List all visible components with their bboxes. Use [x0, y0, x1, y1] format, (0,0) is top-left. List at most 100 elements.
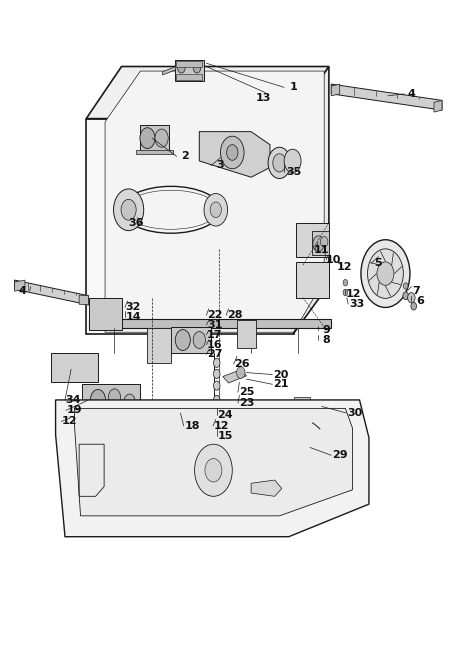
Polygon shape [15, 280, 89, 305]
Circle shape [210, 202, 221, 218]
Polygon shape [147, 328, 171, 363]
Text: 35: 35 [286, 167, 301, 177]
Text: 7: 7 [412, 286, 420, 296]
Polygon shape [293, 67, 329, 334]
Text: 12: 12 [346, 290, 362, 300]
Circle shape [121, 199, 136, 220]
Circle shape [193, 63, 201, 73]
Text: 9: 9 [323, 325, 330, 336]
Polygon shape [89, 319, 331, 328]
Circle shape [91, 390, 106, 410]
Circle shape [320, 237, 328, 247]
Circle shape [343, 279, 348, 286]
Text: 8: 8 [323, 335, 330, 345]
Polygon shape [105, 71, 324, 332]
Text: 12: 12 [214, 421, 229, 431]
Text: 11: 11 [314, 245, 329, 255]
Circle shape [213, 358, 220, 368]
Circle shape [213, 370, 220, 379]
Circle shape [213, 381, 220, 390]
Text: 10: 10 [326, 255, 341, 265]
Circle shape [82, 419, 88, 427]
Circle shape [403, 292, 409, 300]
Text: 16: 16 [207, 339, 223, 350]
Bar [176, 75, 201, 80]
Circle shape [361, 240, 410, 307]
Polygon shape [82, 385, 140, 413]
Text: 28: 28 [227, 310, 242, 320]
Circle shape [134, 400, 144, 413]
Circle shape [140, 128, 155, 148]
Text: 22: 22 [207, 310, 223, 320]
Text: 32: 32 [126, 302, 141, 313]
Polygon shape [15, 280, 25, 291]
Circle shape [237, 367, 245, 379]
Polygon shape [223, 370, 246, 383]
Text: 2: 2 [181, 151, 189, 162]
Text: 24: 24 [218, 410, 233, 420]
Text: 13: 13 [255, 93, 271, 103]
Polygon shape [237, 320, 256, 348]
Circle shape [313, 236, 324, 251]
Circle shape [155, 129, 168, 147]
Circle shape [213, 408, 220, 417]
Circle shape [213, 420, 220, 429]
Bar [176, 61, 201, 67]
Polygon shape [89, 298, 121, 330]
Circle shape [124, 394, 135, 409]
Polygon shape [292, 444, 316, 451]
Polygon shape [105, 320, 284, 327]
Text: 6: 6 [416, 296, 424, 306]
Circle shape [114, 189, 144, 231]
Polygon shape [140, 125, 169, 151]
Text: 25: 25 [239, 387, 254, 397]
Text: 14: 14 [126, 312, 141, 322]
Text: 4: 4 [18, 286, 27, 296]
Circle shape [109, 389, 120, 405]
Polygon shape [293, 398, 310, 406]
Polygon shape [312, 231, 329, 255]
Circle shape [204, 194, 228, 226]
Text: 21: 21 [273, 379, 289, 389]
Circle shape [377, 262, 394, 285]
Circle shape [268, 147, 291, 179]
Polygon shape [55, 400, 369, 537]
Text: 17: 17 [207, 330, 223, 340]
Text: 26: 26 [234, 359, 249, 369]
Polygon shape [74, 408, 353, 516]
Circle shape [193, 332, 205, 349]
Polygon shape [296, 223, 329, 256]
Polygon shape [331, 84, 340, 96]
Polygon shape [51, 353, 98, 383]
Text: 30: 30 [347, 408, 363, 418]
Text: 36: 36 [128, 218, 144, 228]
Text: 31: 31 [207, 320, 222, 330]
Polygon shape [434, 100, 442, 112]
Circle shape [195, 444, 232, 496]
Text: 20: 20 [273, 370, 289, 379]
Circle shape [403, 283, 408, 289]
Text: 29: 29 [332, 451, 347, 460]
Text: 3: 3 [217, 160, 224, 171]
Polygon shape [175, 60, 204, 81]
Text: 33: 33 [349, 300, 365, 309]
Circle shape [220, 136, 244, 169]
Polygon shape [171, 327, 211, 353]
Text: 34: 34 [66, 395, 81, 405]
Polygon shape [86, 67, 329, 118]
Circle shape [175, 330, 191, 351]
Text: 4: 4 [408, 89, 415, 99]
Circle shape [273, 154, 286, 172]
Polygon shape [251, 480, 282, 496]
Polygon shape [331, 84, 442, 110]
Circle shape [213, 396, 220, 404]
Polygon shape [86, 118, 293, 334]
Circle shape [205, 458, 222, 482]
Text: 23: 23 [239, 398, 254, 408]
Circle shape [343, 289, 348, 296]
Text: 15: 15 [218, 432, 233, 441]
Polygon shape [136, 150, 173, 154]
Circle shape [227, 145, 238, 160]
Circle shape [411, 302, 417, 310]
Circle shape [367, 249, 403, 298]
